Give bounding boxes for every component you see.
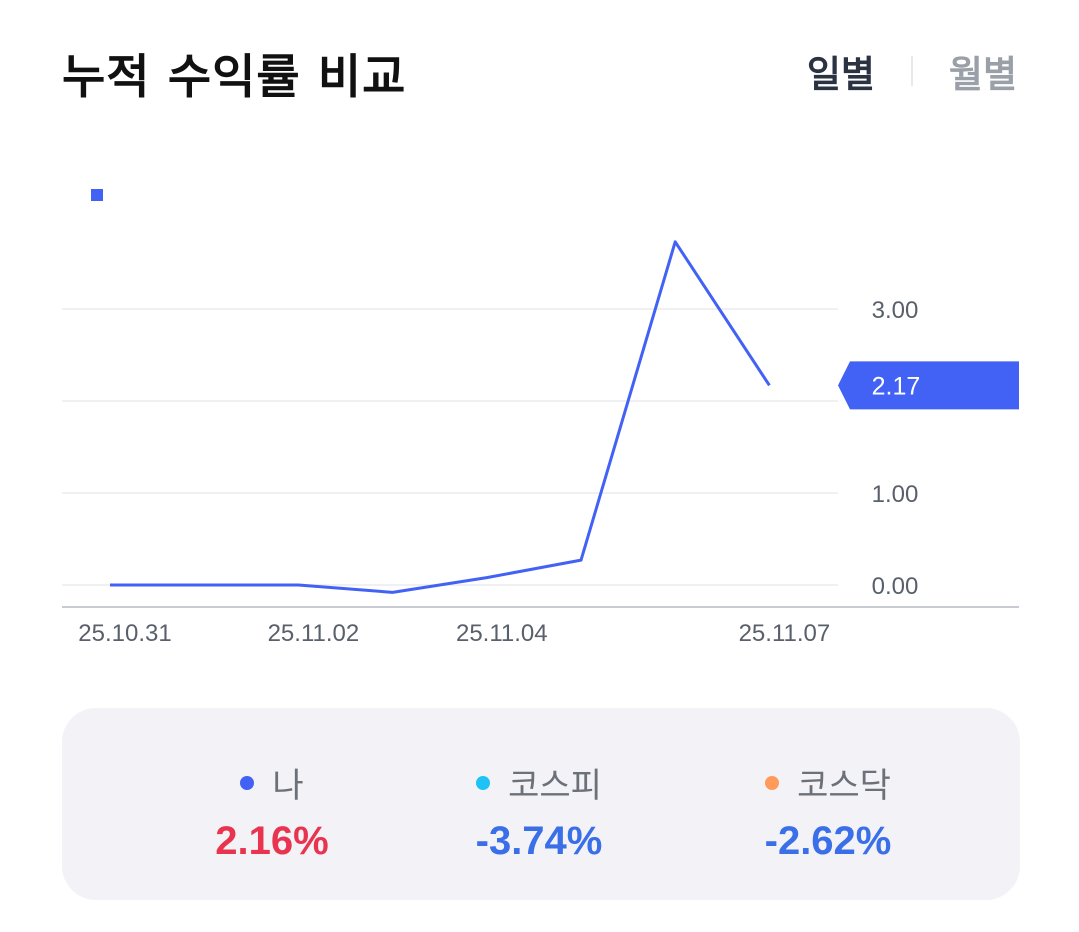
summary-value: 2.16% xyxy=(215,819,329,863)
x-tick-label: 25.10.31 xyxy=(78,620,171,647)
summary-label: 나 xyxy=(272,766,304,806)
summary-value: -2.62% xyxy=(764,819,892,863)
page-title: 누적 수익률 비교 xyxy=(62,50,407,105)
summary-label: 코스피 xyxy=(508,766,602,806)
y-tick-label: 1.00 xyxy=(872,481,919,508)
tab-daily[interactable]: 일별 xyxy=(806,53,875,96)
current-value-label: 2.17 xyxy=(872,372,921,400)
summary-value: -3.74% xyxy=(475,819,603,863)
x-tick-label: 25.11.02 xyxy=(268,620,360,647)
me-dot-icon xyxy=(240,775,255,790)
tab-monthly[interactable]: 월별 xyxy=(948,53,1017,96)
kospi-dot-icon xyxy=(476,775,491,790)
x-tick-label: 25.11.07 xyxy=(739,620,831,647)
summary-label: 코스닥 xyxy=(797,766,891,806)
series-legend-marker xyxy=(91,189,103,201)
x-tick-label: 25.11.04 xyxy=(456,620,548,647)
summary-item-kospi: 코스피 -3.74% xyxy=(409,758,669,864)
y-tick-label: 3.00 xyxy=(872,297,919,324)
current-value-tag xyxy=(838,361,1019,410)
summary-panel: 나 2.16% 코스피 -3.74% 코스닥 -2.62% xyxy=(62,708,1020,900)
tab-divider xyxy=(910,56,913,86)
period-tabs: 일별 월별 xyxy=(807,44,1017,98)
return-chart: 0.00 1.00 3.00 25.10.31 25.11.02 25.11.04 25.1… xyxy=(62,240,1019,647)
y-tick-label: 0.00 xyxy=(872,573,919,600)
series-line xyxy=(110,240,771,594)
kosdaq-dot-icon xyxy=(765,775,780,790)
summary-item-me: 나 2.16% xyxy=(142,758,402,864)
summary-item-kosdaq: 코스닥 -2.62% xyxy=(698,758,958,864)
